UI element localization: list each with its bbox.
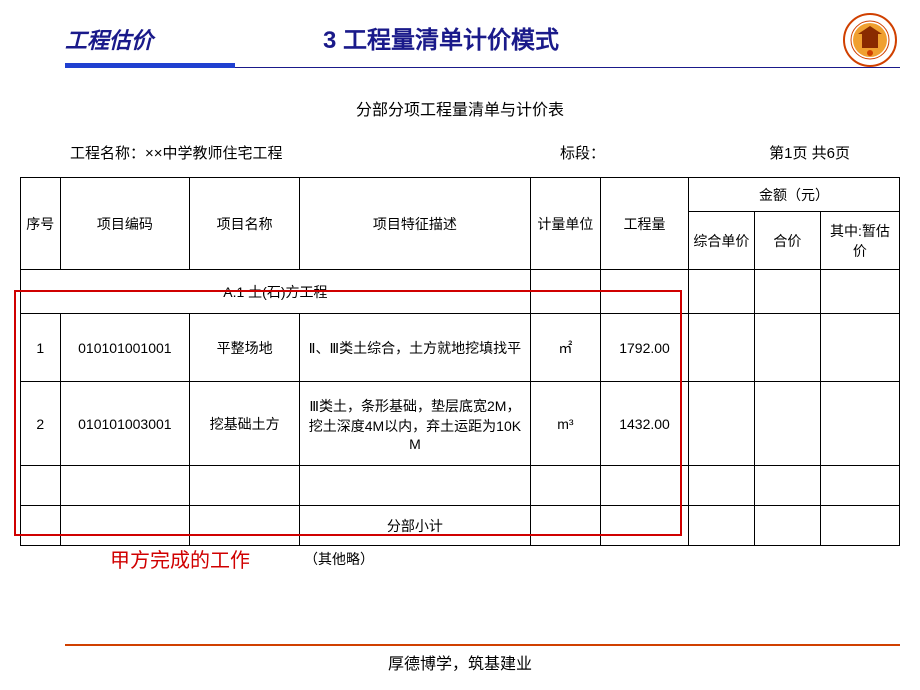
cell-seq: 2 bbox=[21, 382, 61, 466]
section-heading: A.1 土(石)方工程 bbox=[21, 270, 531, 314]
footer-line bbox=[65, 644, 900, 646]
cell-qty: 1792.00 bbox=[601, 314, 689, 382]
subtotal-row: 分部小计 bbox=[21, 506, 900, 546]
col-unit-price: 综合单价 bbox=[688, 212, 754, 270]
cell-unit: ㎡ bbox=[530, 314, 600, 382]
university-logo bbox=[842, 12, 898, 73]
col-provisional: 其中:暂估价 bbox=[820, 212, 899, 270]
footer-text: 厚德博学，筑基建业 bbox=[0, 650, 920, 674]
table-row: 1 010101001001 平整场地 Ⅱ、Ⅲ类土综合，土方就地挖填找平 ㎡ 1… bbox=[21, 314, 900, 382]
cell-seq: 1 bbox=[21, 314, 61, 382]
col-unit: 计量单位 bbox=[530, 178, 600, 270]
cell-desc: Ⅱ、Ⅲ类土综合，土方就地挖填找平 bbox=[300, 314, 531, 382]
col-code: 项目编码 bbox=[60, 178, 190, 270]
header-underline bbox=[65, 63, 900, 68]
col-desc: 项目特征描述 bbox=[300, 178, 531, 270]
table-header: 序号 项目编码 项目名称 项目特征描述 计量单位 工程量 金额（元） 综合单价 … bbox=[21, 178, 900, 270]
note-other: （其他略） bbox=[304, 549, 374, 569]
main-title: 3 工程量清单计价模式 bbox=[323, 20, 559, 61]
meta-row: 工程名称：××中学教师住宅工程 标段： 第1页 共6页 bbox=[70, 142, 850, 163]
section-label: 标段： bbox=[560, 142, 710, 163]
cell-qty: 1432.00 bbox=[601, 382, 689, 466]
table-subtitle: 分部分项工程量清单与计价表 bbox=[0, 96, 920, 120]
cell-desc: Ⅲ类土，条形基础，垫层底宽2M，挖土深度4M以内，弃土运距为10KM bbox=[300, 382, 531, 466]
col-seq: 序号 bbox=[21, 178, 61, 270]
bill-table: 序号 项目编码 项目名称 项目特征描述 计量单位 工程量 金额（元） 综合单价 … bbox=[20, 177, 900, 546]
annotation-text: 甲方完成的工作 bbox=[110, 544, 250, 573]
col-qty: 工程量 bbox=[601, 178, 689, 270]
project-name: 工程名称：××中学教师住宅工程 bbox=[70, 142, 560, 163]
section-heading-row: A.1 土(石)方工程 bbox=[21, 270, 900, 314]
col-amount-group: 金额（元） bbox=[688, 178, 899, 212]
subtotal-label: 分部小计 bbox=[300, 506, 531, 546]
page-info: 第1页 共6页 bbox=[710, 142, 850, 163]
col-total-price: 合价 bbox=[754, 212, 820, 270]
cell-name: 平整场地 bbox=[190, 314, 300, 382]
cell-code: 010101003001 bbox=[60, 382, 190, 466]
table-row: 2 010101003001 挖基础土方 Ⅲ类土，条形基础，垫层底宽2M，挖土深… bbox=[21, 382, 900, 466]
table-row-empty bbox=[21, 466, 900, 506]
cell-code: 010101001001 bbox=[60, 314, 190, 382]
cell-unit: m³ bbox=[530, 382, 600, 466]
cell-name: 挖基础土方 bbox=[190, 382, 300, 466]
col-name: 项目名称 bbox=[190, 178, 300, 270]
left-title: 工程估价 bbox=[65, 23, 153, 61]
header: 工程估价 3 工程量清单计价模式 bbox=[0, 0, 920, 61]
